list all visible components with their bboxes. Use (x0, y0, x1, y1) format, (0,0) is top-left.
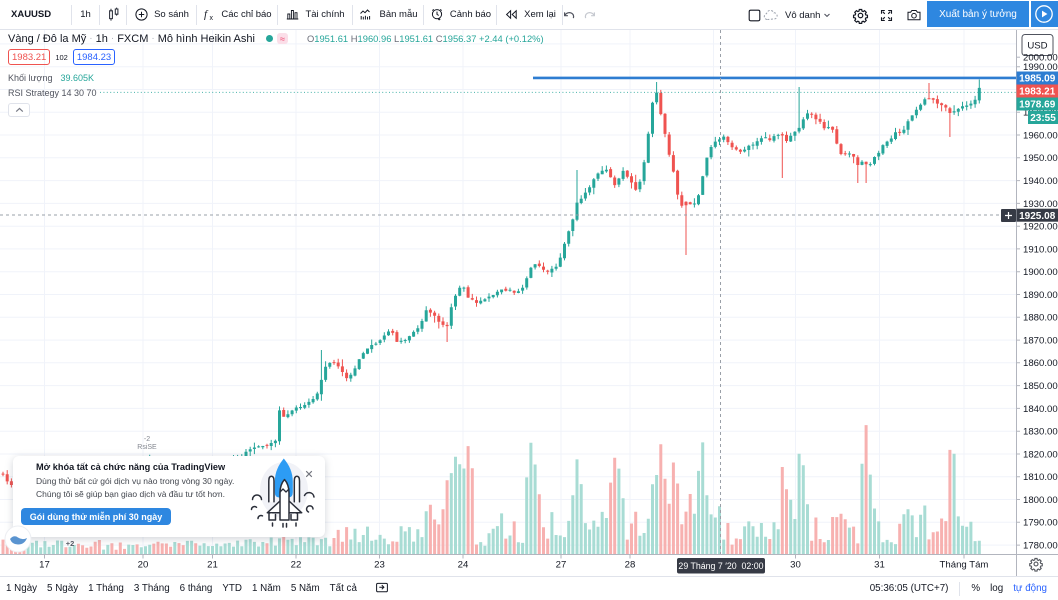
svg-text:20: 20 (138, 560, 149, 571)
svg-text:1830.00: 1830.00 (1023, 427, 1058, 438)
svg-text:24: 24 (458, 560, 469, 571)
svg-text:23: 23 (374, 560, 385, 571)
svg-text:1990.00: 1990.00 (1023, 62, 1058, 73)
svg-text:1860.00: 1860.00 (1023, 358, 1058, 369)
svg-text:1925.08: 1925.08 (1019, 211, 1056, 222)
svg-text:1850.00: 1850.00 (1023, 381, 1058, 392)
svg-text:29 Tháng 7 ′20 02:00: 29 Tháng 7 ′20 02:00 (678, 561, 763, 571)
svg-text:1880.00: 1880.00 (1023, 313, 1058, 324)
svg-text:1820.00: 1820.00 (1023, 449, 1058, 460)
svg-text:1985.09: 1985.09 (1019, 74, 1056, 85)
svg-text:27: 27 (556, 560, 567, 571)
svg-text:2000.00: 2000.00 (1023, 53, 1058, 64)
svg-text:1940.00: 1940.00 (1023, 176, 1058, 187)
svg-text:30: 30 (790, 560, 801, 571)
svg-text:1978.69: 1978.69 (1019, 100, 1056, 111)
svg-text:1780.00: 1780.00 (1023, 541, 1058, 552)
svg-text:1900.00: 1900.00 (1023, 267, 1058, 278)
svg-text:1800.00: 1800.00 (1023, 495, 1058, 506)
svg-text:f: f (204, 9, 209, 21)
svg-text:1840.00: 1840.00 (1023, 404, 1058, 415)
svg-text:1930.00: 1930.00 (1023, 199, 1058, 210)
svg-text:RsiSE: RsiSE (137, 444, 157, 451)
svg-text:x: x (210, 15, 214, 22)
svg-text:1950.00: 1950.00 (1023, 153, 1058, 164)
svg-text:1910.00: 1910.00 (1023, 244, 1058, 255)
svg-text:1890.00: 1890.00 (1023, 290, 1058, 301)
svg-text:-2: -2 (144, 436, 150, 443)
svg-text:USD: USD (1027, 41, 1047, 52)
svg-text:22: 22 (291, 560, 302, 571)
svg-text:1870.00: 1870.00 (1023, 336, 1058, 347)
svg-text:+2: +2 (66, 539, 75, 548)
svg-text:1983.21: 1983.21 (1019, 87, 1056, 98)
svg-text:31: 31 (874, 560, 885, 571)
svg-text:21: 21 (207, 560, 218, 571)
svg-text:17: 17 (39, 560, 50, 571)
svg-text:Tháng Tám: Tháng Tám (940, 560, 989, 571)
svg-text:23:55: 23:55 (1030, 113, 1056, 124)
svg-text:1960.00: 1960.00 (1023, 130, 1058, 141)
svg-text:1790.00: 1790.00 (1023, 518, 1058, 529)
svg-text:1920.00: 1920.00 (1023, 222, 1058, 233)
svg-text:28: 28 (625, 560, 636, 571)
svg-text:1810.00: 1810.00 (1023, 472, 1058, 483)
